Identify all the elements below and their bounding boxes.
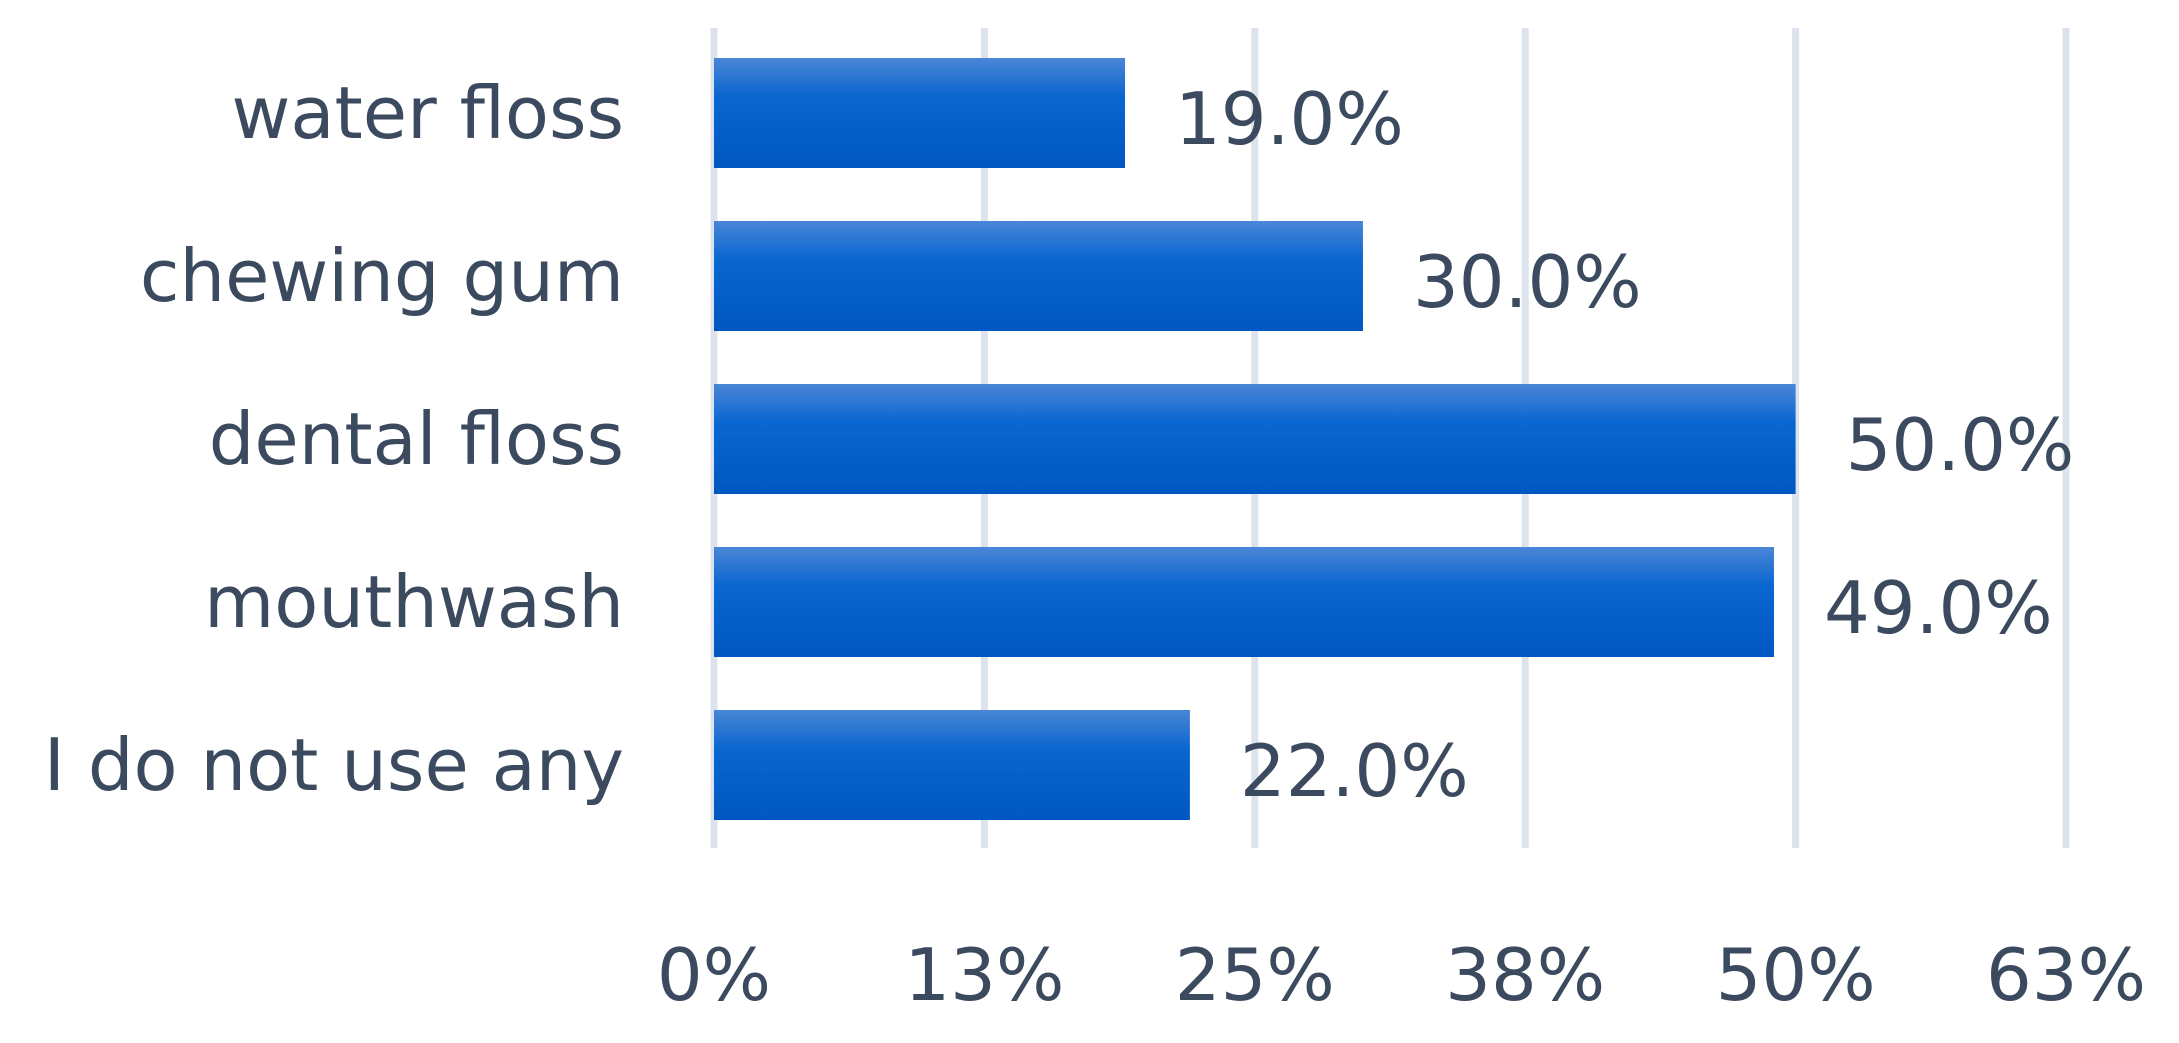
tick-label-1: 13%: [904, 933, 1064, 1017]
value-label-2: 50.0%: [1846, 403, 2075, 487]
bar-0: [714, 58, 1126, 168]
tick-label-0: 0%: [657, 933, 771, 1017]
category-label-3: mouthwash: [204, 560, 624, 644]
value-label-0: 19.0%: [1175, 77, 1404, 161]
bar-1: [714, 221, 1363, 331]
tick-label-4: 50%: [1716, 933, 1876, 1017]
value-label-4: 22.0%: [1240, 729, 1469, 813]
x-axis-tick-labels: 0% 13% 25% 38% 50% 63%: [657, 933, 2146, 1017]
tick-label-2: 25%: [1175, 933, 1335, 1017]
bar-3: [714, 547, 1774, 657]
tick-label-3: 38%: [1445, 933, 1605, 1017]
value-label-3: 49.0%: [1824, 566, 2053, 650]
value-label-1: 30.0%: [1413, 240, 1642, 324]
category-label-1: chewing gum: [140, 234, 624, 318]
tick-label-5: 63%: [1986, 933, 2146, 1017]
value-labels: 19.0%30.0% 50.0% 49.0% 22.0%: [1175, 77, 2074, 813]
bar-2: [714, 384, 1796, 494]
category-label-4: I do not use any: [44, 723, 624, 807]
category-label-0: water floss: [232, 71, 624, 155]
category-label-2: dental floss: [209, 397, 624, 481]
bars: [714, 58, 1796, 820]
bar-4: [714, 710, 1190, 820]
category-labels: water floss chewing gum dental floss mouthw…: [44, 71, 624, 807]
